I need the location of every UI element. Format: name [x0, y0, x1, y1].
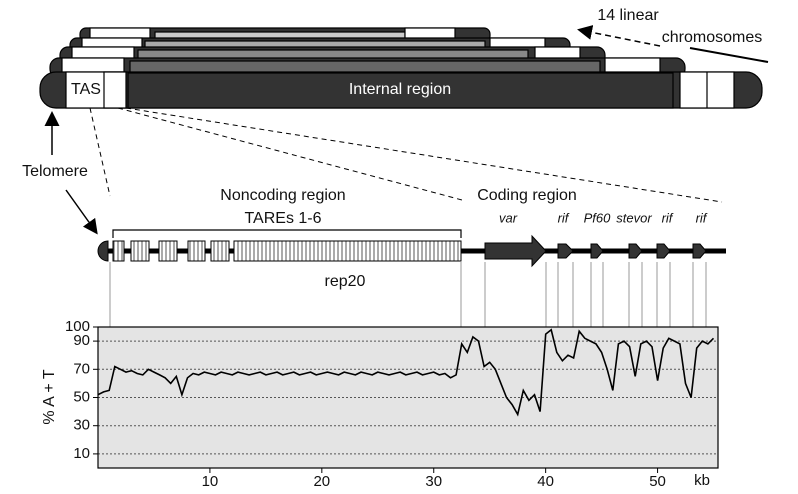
gene-label: rif — [696, 210, 708, 225]
chromosome-label: chromosomes — [662, 29, 762, 46]
coding-label: Coding region — [477, 187, 577, 204]
chromosome-stack — [39, 27, 763, 109]
tas-label: TAS — [71, 81, 101, 98]
y-tick-label: 70 — [73, 360, 90, 377]
chromosome-label: 14 linear — [597, 7, 659, 24]
gene-label: var — [499, 210, 518, 225]
pointer — [65, 189, 98, 235]
x-tick-label: 50 — [649, 473, 666, 490]
x-tick-label: 10 — [202, 473, 219, 490]
internal-label: Internal region — [349, 81, 451, 98]
gene-label: rif — [558, 210, 570, 225]
y-tick-label: 100 — [65, 318, 90, 335]
noncoding-label: Noncoding region — [220, 187, 345, 204]
telomere-label: Telomere — [22, 163, 88, 180]
pointer — [577, 24, 661, 47]
gene-label: Pf60 — [584, 210, 612, 225]
y-tick-label: 30 — [73, 417, 90, 434]
y-tick-label: 50 — [73, 388, 90, 405]
connector-lines — [109, 262, 707, 327]
y-axis-label: % A + T — [41, 369, 58, 425]
x-tick-label: 20 — [313, 473, 330, 490]
y-tick-label: 90 — [73, 332, 90, 349]
x-tick-label: 40 — [537, 473, 554, 490]
gene-label: stevor — [616, 210, 652, 225]
x-axis-label: kb — [694, 472, 710, 489]
zoom-lines — [89, 107, 723, 203]
x-tick-label: 30 — [425, 473, 442, 490]
tares-label: TAREs 1-6 — [244, 210, 321, 227]
rep20-label: rep20 — [325, 273, 366, 290]
gene-map — [97, 229, 726, 268]
plot-frame — [97, 326, 719, 469]
gene-label: rif — [662, 210, 674, 225]
pointer — [689, 47, 769, 63]
at-content-line — [97, 328, 715, 417]
y-tick-label: 10 — [73, 445, 90, 462]
